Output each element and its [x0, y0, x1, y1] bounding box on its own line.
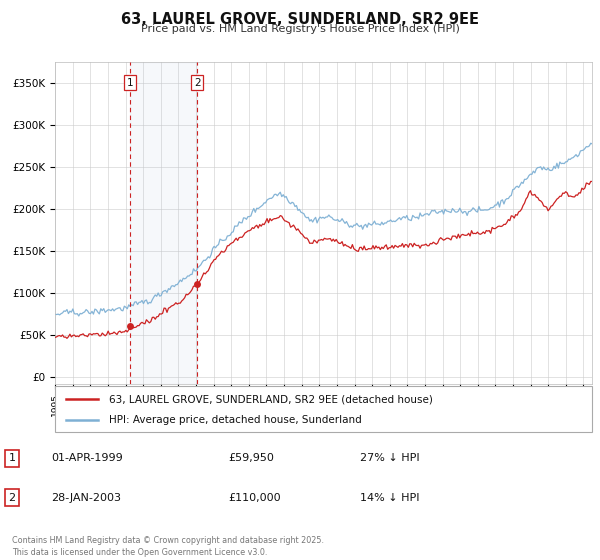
- Text: 28-JAN-2003: 28-JAN-2003: [51, 492, 121, 502]
- Text: Price paid vs. HM Land Registry's House Price Index (HPI): Price paid vs. HM Land Registry's House …: [140, 24, 460, 34]
- Text: HPI: Average price, detached house, Sunderland: HPI: Average price, detached house, Sund…: [109, 416, 362, 426]
- Text: 63, LAUREL GROVE, SUNDERLAND, SR2 9EE (detached house): 63, LAUREL GROVE, SUNDERLAND, SR2 9EE (d…: [109, 394, 433, 404]
- Text: 63, LAUREL GROVE, SUNDERLAND, SR2 9EE: 63, LAUREL GROVE, SUNDERLAND, SR2 9EE: [121, 12, 479, 27]
- Text: 14% ↓ HPI: 14% ↓ HPI: [360, 492, 419, 502]
- Text: 1: 1: [127, 78, 133, 87]
- Text: 27% ↓ HPI: 27% ↓ HPI: [360, 454, 419, 464]
- Text: £110,000: £110,000: [228, 492, 281, 502]
- FancyBboxPatch shape: [55, 386, 592, 432]
- Text: 2: 2: [8, 492, 16, 502]
- Text: 01-APR-1999: 01-APR-1999: [51, 454, 123, 464]
- Text: 1: 1: [8, 454, 16, 464]
- Bar: [130, 62, 197, 384]
- Text: Contains HM Land Registry data © Crown copyright and database right 2025.
This d: Contains HM Land Registry data © Crown c…: [12, 536, 324, 557]
- Text: 2: 2: [194, 78, 200, 87]
- Text: £59,950: £59,950: [228, 454, 274, 464]
